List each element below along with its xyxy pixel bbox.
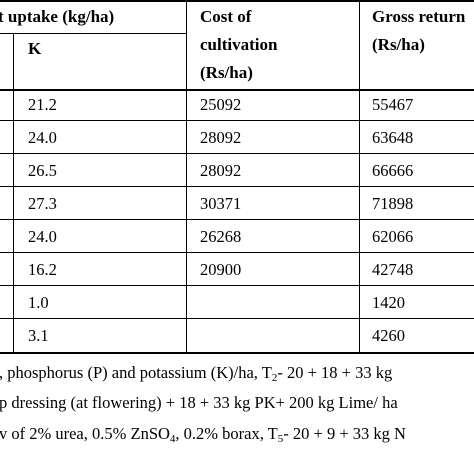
k-cell: 24.0: [28, 227, 57, 246]
row-rule: [0, 153, 474, 154]
gross-return-cell: 66666: [372, 161, 414, 180]
footnote-3-subscript-1: 4: [169, 433, 176, 445]
footnote-line-1: , phosphorus (P) and potassium (K)/ha, T…: [0, 363, 393, 384]
cost-cell: 25092: [200, 95, 242, 114]
nutrient-uptake-header: t uptake (kg/ha): [0, 7, 115, 26]
gross-return-cell: 63648: [372, 128, 414, 147]
cost-cell: 20900: [200, 260, 242, 279]
cost-cell: 26268: [200, 227, 242, 246]
gross-return-cell: 42748: [372, 260, 414, 279]
gross-return-cell: 55467: [372, 95, 414, 114]
k-cell: 3.1: [28, 326, 49, 345]
cost-cell: 28092: [200, 161, 242, 180]
cost-header-line1: Cost of: [200, 7, 252, 26]
row-rule: [0, 219, 474, 220]
cost-cell: 30371: [200, 194, 242, 213]
gross-return-header-line2: (Rs/ha): [372, 35, 425, 54]
gross-return-cell: 62066: [372, 227, 414, 246]
k-cell: 1.0: [28, 293, 49, 312]
k-column-header: K: [28, 39, 42, 58]
column-divider: [359, 0, 360, 354]
table-top-border: [0, 0, 474, 2]
column-divider: [186, 0, 187, 354]
row-rule: [0, 186, 474, 187]
footnote-3-text: v of 2% urea, 0.5% ZnSO: [0, 424, 170, 443]
k-cell: 24.0: [28, 128, 57, 147]
k-cell: 27.3: [28, 194, 57, 213]
footnote-3-subscript-2: 5: [277, 433, 284, 445]
footnote-1-subscript: 2: [271, 372, 278, 384]
row-rule: [0, 120, 474, 121]
row-rule: [0, 318, 474, 319]
footnote-1-tail: - 20 + 18 + 33 kg: [277, 363, 393, 382]
footnote-line-3: v of 2% urea, 0.5% ZnSO4, 0.2% borax, T5…: [0, 424, 406, 445]
cost-cell: 28092: [200, 128, 242, 147]
gross-return-cell: 4260: [372, 326, 405, 345]
row-rule: [0, 252, 474, 253]
cost-header-line2: cultivation: [200, 35, 278, 54]
k-cell: 16.2: [28, 260, 57, 279]
gross-return-cell: 71898: [372, 194, 414, 213]
footnote-3-middle: , 0.2% borax, T: [175, 424, 278, 443]
footnote-3-tail: - 20 + 9 + 33 kg N: [283, 424, 406, 443]
gross-return-cell: 1420: [372, 293, 405, 312]
footnote-line-2: p dressing (at flowering) + 18 + 33 kg P…: [0, 393, 398, 412]
gross-return-header-line1: Gross return: [372, 7, 466, 26]
table-bottom-border: [0, 352, 474, 354]
k-cell: 21.2: [28, 95, 57, 114]
k-cell: 26.5: [28, 161, 57, 180]
row-rule: [0, 285, 474, 286]
footnote-1-text: , phosphorus (P) and potassium (K)/ha, T: [0, 363, 272, 382]
header-bottom-rule: [0, 89, 474, 91]
uptake-subheader-rule: [0, 33, 186, 34]
cost-header-line3: (Rs/ha): [200, 63, 253, 82]
column-divider: [13, 34, 14, 354]
footnote-2-text: p dressing (at flowering) + 18 + 33 kg P…: [0, 393, 398, 412]
